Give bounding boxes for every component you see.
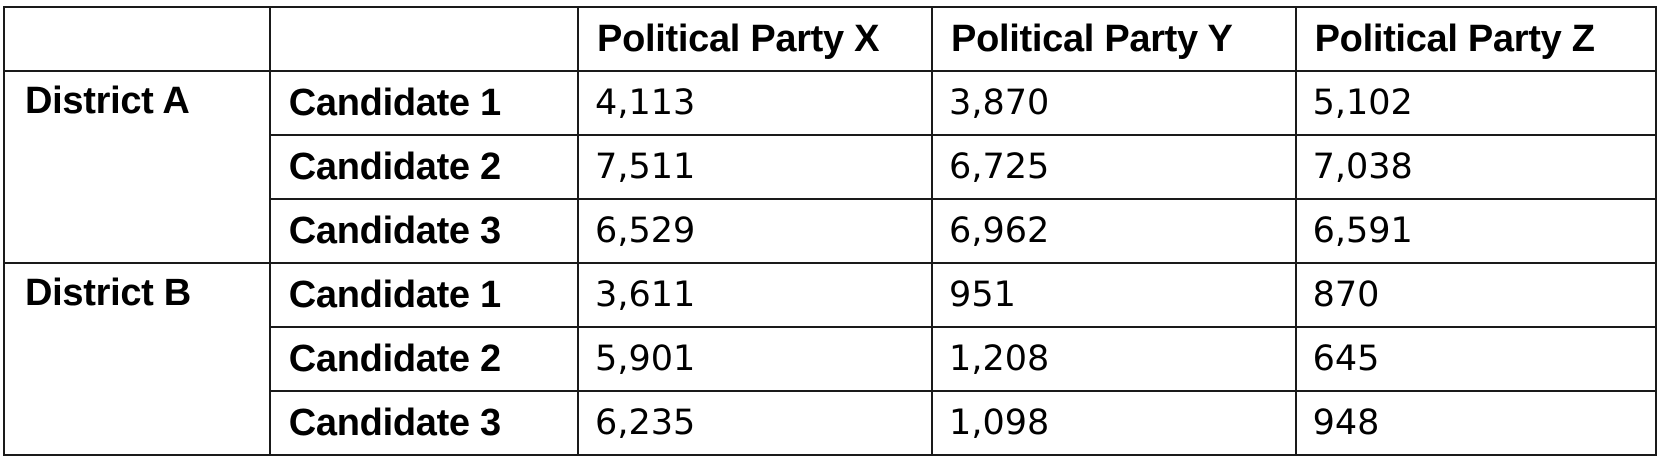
vote-cell: 951 bbox=[931, 262, 1297, 328]
vote-cell: 5,901 bbox=[577, 326, 934, 392]
vote-cell: 870 bbox=[1294, 262, 1658, 328]
vote-cell: 6,725 bbox=[931, 134, 1297, 200]
vote-cell: 3,870 bbox=[931, 70, 1297, 136]
vote-cell: 5,102 bbox=[1294, 70, 1658, 136]
votes-table: Political Party X Political Party Y Poli… bbox=[3, 6, 1658, 456]
candidate-label: Candidate 1 bbox=[268, 70, 580, 136]
table-row: District A Candidate 1 4,113 3,870 5,102 bbox=[3, 70, 1658, 264]
vote-cell: 6,235 bbox=[577, 390, 934, 456]
vote-cell: 6,591 bbox=[1294, 198, 1658, 264]
vote-cell: 948 bbox=[1294, 390, 1658, 456]
candidate-label: Candidate 1 bbox=[268, 262, 580, 328]
column-header-party-y: Political Party Y bbox=[931, 6, 1297, 72]
vote-cell: 6,529 bbox=[577, 198, 934, 264]
table-row: Candidate 2 7,511 6,725 7,038 bbox=[4, 134, 1658, 200]
table-row: Candidate 2 5,901 1,208 645 bbox=[4, 326, 1658, 392]
candidate-label: Candidate 3 bbox=[268, 390, 580, 456]
candidate-label: Candidate 2 bbox=[268, 326, 580, 392]
table-row: District B Candidate 1 3,611 951 870 bbox=[3, 262, 1658, 456]
vote-cell: 7,038 bbox=[1294, 134, 1658, 200]
vote-cell: 3,611 bbox=[577, 262, 934, 328]
vote-cell: 645 bbox=[1294, 326, 1658, 392]
candidate-label: Candidate 2 bbox=[268, 134, 580, 200]
empty-header-cell-district bbox=[3, 6, 271, 72]
column-header-party-x: Political Party X bbox=[577, 6, 934, 72]
table-row: Candidate 3 6,529 6,962 6,591 bbox=[4, 198, 1658, 264]
column-header-party-z: Political Party Z bbox=[1294, 6, 1658, 72]
empty-header-cell-candidate bbox=[268, 6, 580, 72]
candidate-label: Candidate 3 bbox=[268, 198, 580, 264]
header-row: Political Party X Political Party Y Poli… bbox=[3, 6, 1658, 72]
vote-cell: 4,113 bbox=[577, 70, 934, 136]
district-label: District A bbox=[3, 70, 271, 264]
vote-cell: 1,208 bbox=[931, 326, 1297, 392]
vote-cell: 6,962 bbox=[931, 198, 1297, 264]
vote-cell: 1,098 bbox=[931, 390, 1297, 456]
table-row: Candidate 3 6,235 1,098 948 bbox=[4, 390, 1658, 456]
district-label: District B bbox=[3, 262, 271, 456]
vote-cell: 7,511 bbox=[577, 134, 934, 200]
